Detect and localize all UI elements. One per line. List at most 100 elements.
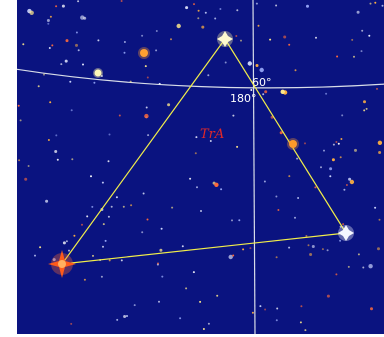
field-star: [255, 2, 258, 5]
field-star: [46, 19, 50, 22]
field-star: [120, 0, 123, 2]
field-star: [70, 109, 73, 112]
field-star: [351, 38, 354, 41]
field-star: [309, 253, 313, 256]
star-beta-marker[interactable]: [217, 31, 233, 47]
field-star: [363, 100, 366, 104]
field-star: [189, 177, 192, 180]
field-star: [276, 307, 279, 310]
field-star: [92, 254, 94, 257]
field-star: [331, 158, 335, 162]
star-gamma-marker[interactable]: [338, 225, 354, 241]
ra-grid-label: 180°: [230, 92, 257, 105]
field-stars: [17, 0, 384, 332]
field-star: [192, 271, 195, 274]
field-star: [321, 248, 324, 251]
field-star: [55, 134, 58, 137]
field-star: [77, 49, 80, 52]
field-star: [118, 114, 121, 117]
field-star: [236, 145, 239, 148]
field-star: [69, 80, 72, 83]
field-star: [343, 188, 346, 191]
field-star: [197, 9, 200, 12]
field-star: [110, 205, 113, 208]
field-star: [228, 254, 233, 260]
field-star: [102, 245, 104, 248]
field-star: [91, 205, 94, 208]
star-alpha-marker[interactable]: [48, 250, 76, 278]
field-star: [48, 47, 51, 49]
declination-grid-label: 60°: [252, 76, 272, 89]
field-star: [54, 150, 58, 153]
field-star: [70, 322, 73, 325]
field-star: [214, 17, 217, 20]
field-star: [123, 41, 126, 43]
field-star: [60, 63, 63, 66]
field-star: [185, 6, 189, 10]
field-star: [323, 149, 325, 152]
field-star: [376, 87, 378, 90]
field-star: [65, 240, 68, 243]
field-star: [160, 227, 163, 230]
field-star: [363, 109, 366, 112]
field-star: [71, 158, 74, 161]
field-star: [179, 317, 182, 320]
field-star: [307, 244, 310, 247]
field-star: [18, 159, 21, 162]
field-star: [264, 308, 267, 311]
field-star: [320, 166, 322, 169]
field-star: [304, 142, 306, 145]
field-star: [75, 31, 78, 34]
field-star: [249, 247, 252, 250]
field-star: [378, 151, 382, 154]
field-star: [19, 119, 22, 122]
field-star: [39, 246, 42, 249]
sky-chart-canvas[interactable]: 60° 180° TrA: [17, 0, 384, 334]
star-delta-marker[interactable]: [138, 47, 150, 59]
field-star: [123, 315, 127, 318]
field-star: [336, 55, 339, 58]
field-star: [299, 321, 302, 324]
field-star: [81, 223, 83, 226]
field-star: [167, 103, 171, 107]
field-star: [68, 249, 70, 252]
field-star: [197, 17, 200, 20]
star-epsilon-marker[interactable]: [287, 138, 299, 150]
field-star: [100, 275, 103, 278]
field-star: [202, 328, 205, 330]
star-zeta-marker[interactable]: [93, 68, 103, 78]
field-star: [201, 25, 205, 29]
field-star: [34, 254, 36, 257]
field-star: [219, 8, 222, 10]
field-star: [130, 204, 133, 207]
field-star: [146, 218, 149, 221]
field-star: [141, 231, 144, 234]
field-star: [326, 294, 330, 298]
field-star: [325, 92, 328, 95]
field-star: [104, 239, 107, 242]
field-star: [27, 165, 30, 167]
field-star: [368, 264, 373, 269]
field-star: [49, 101, 52, 104]
field-star: [353, 55, 355, 58]
field-star: [73, 234, 76, 237]
field-star: [335, 273, 338, 276]
field-star: [158, 300, 160, 303]
field-star: [216, 294, 219, 297]
field-star: [147, 134, 150, 137]
constellation-label: TrA: [200, 127, 224, 142]
sky-chart-view[interactable]: 60° 180° TrA: [17, 0, 384, 334]
field-star: [357, 253, 360, 256]
field-star: [262, 93, 265, 96]
field-star: [365, 107, 368, 110]
field-star: [235, 35, 238, 37]
field-star: [17, 104, 20, 107]
field-star: [329, 175, 332, 178]
field-star: [326, 249, 329, 252]
field-star: [283, 35, 287, 39]
field-star: [62, 241, 66, 245]
field-star: [288, 246, 291, 249]
field-star: [170, 38, 172, 41]
field-star: [64, 59, 68, 63]
field-star: [207, 74, 210, 77]
